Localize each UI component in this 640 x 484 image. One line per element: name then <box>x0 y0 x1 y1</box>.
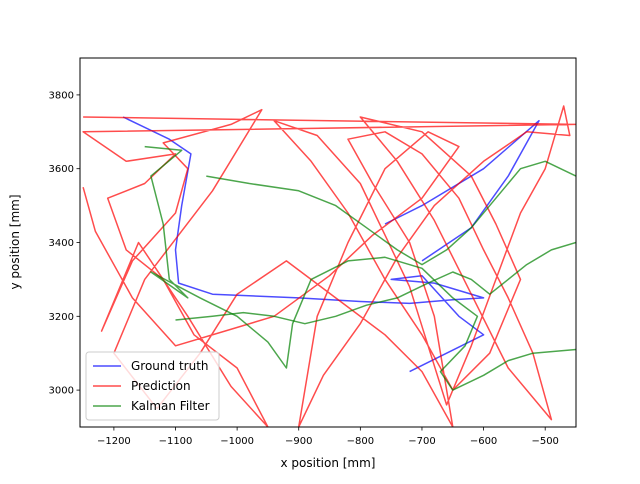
series-layer <box>82 105 576 427</box>
legend: Ground truth Prediction Kalman Filter <box>85 351 220 421</box>
y-tick-label: 3600 <box>49 164 74 175</box>
legend-label-prediction: Prediction <box>131 379 191 393</box>
series-line-kalman-filter-4 <box>206 160 576 266</box>
y-tick-label: 3400 <box>49 238 74 249</box>
x-tick-label: −1100 <box>159 436 193 447</box>
y-axis-ticks: 3000 3200 3400 3600 3800 <box>49 90 80 397</box>
x-tick-label: −600 <box>470 436 497 447</box>
y-axis-label: y position [mm] <box>8 194 22 289</box>
y-tick-label: 3800 <box>49 90 74 101</box>
legend-label-ground-truth: Ground truth <box>131 359 209 373</box>
x-tick-label: −700 <box>408 436 435 447</box>
x-tick-label: −1000 <box>220 436 254 447</box>
x-tick-label: −500 <box>531 436 558 447</box>
y-tick-label: 3000 <box>49 386 74 397</box>
x-tick-label: −1200 <box>97 436 131 447</box>
series-line-kalman-filter-3 <box>144 145 576 391</box>
x-axis-ticks: −1200 −1100 −1000 −900 −800 −700 −600 −500 <box>97 427 559 447</box>
x-tick-label: −800 <box>347 436 374 447</box>
legend-label-kalman-filter: Kalman Filter <box>131 399 210 413</box>
x-axis-label: x position [mm] <box>280 456 375 470</box>
x-tick-label: −900 <box>285 436 312 447</box>
legend-box <box>85 351 220 421</box>
y-tick-label: 3200 <box>49 312 74 323</box>
series-line-prediction-2 <box>82 105 576 427</box>
series-line-kalman-filter-5 <box>175 241 576 325</box>
